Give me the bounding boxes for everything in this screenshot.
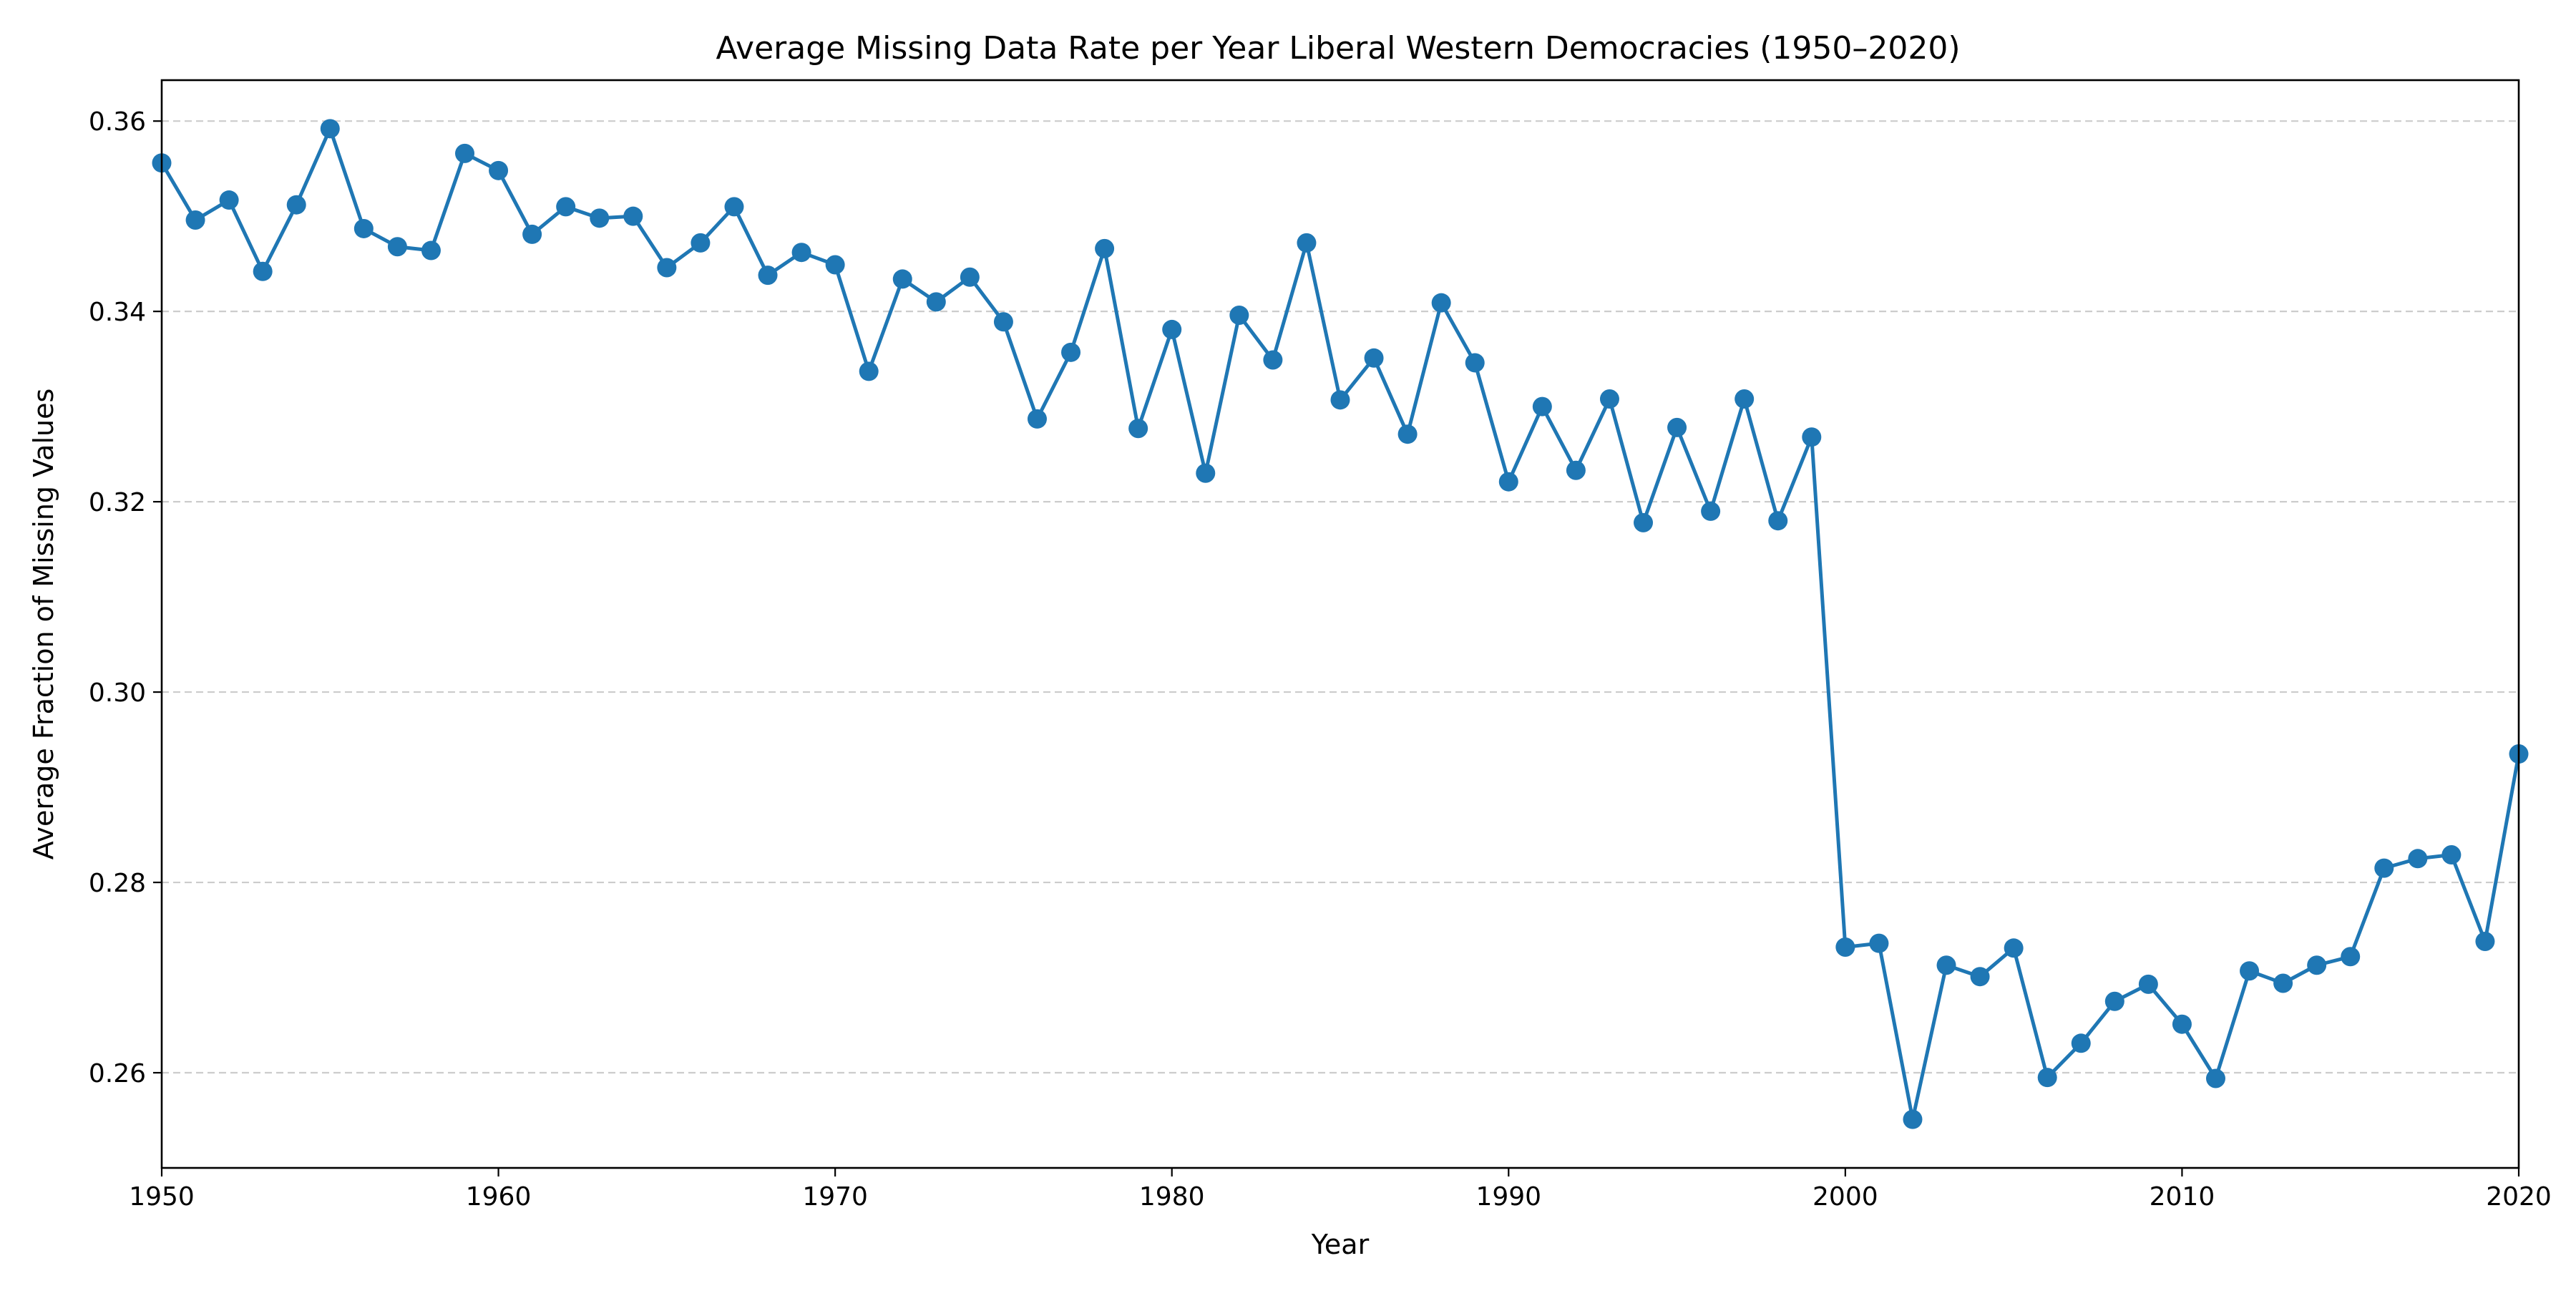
- data-point: [2004, 938, 2024, 958]
- data-point: [1229, 305, 1249, 325]
- data-point: [2374, 858, 2394, 878]
- x-axis-ticks: 1950 1960 1970 1980 1990 2000 2010 2020: [129, 1168, 2552, 1212]
- data-point: [1667, 417, 1687, 437]
- data-point: [1095, 238, 1115, 258]
- data-point: [926, 292, 946, 312]
- x-tick-label: 1990: [1475, 1182, 1541, 1212]
- data-point: [2441, 844, 2462, 864]
- plot-frame: [160, 79, 2520, 1169]
- data-point: [1970, 967, 1990, 987]
- data-point: [522, 224, 542, 244]
- data-point: [623, 206, 643, 226]
- data-point: [2138, 974, 2158, 994]
- x-tick-label: 1970: [802, 1182, 868, 1212]
- data-point: [825, 255, 845, 275]
- data-point: [455, 143, 475, 163]
- series-layer: [152, 119, 2529, 1129]
- data-point: [353, 218, 374, 238]
- data-point: [2037, 1068, 2057, 1088]
- data-point: [387, 237, 407, 257]
- x-tick-label: 1960: [466, 1182, 532, 1212]
- data-point: [2071, 1033, 2091, 1053]
- data-point: [791, 243, 811, 263]
- data-point: [1162, 319, 1182, 339]
- x-tick-label: 1950: [129, 1182, 195, 1212]
- y-tick-label: 0.32: [89, 488, 146, 517]
- data-point: [1297, 233, 1317, 253]
- data-point: [253, 261, 273, 281]
- data-point: [1196, 463, 1216, 483]
- data-point: [219, 190, 239, 210]
- y-tick-label: 0.30: [89, 678, 146, 708]
- data-point: [1263, 350, 1283, 370]
- data-point: [1061, 342, 1081, 362]
- data-point: [892, 269, 912, 289]
- x-tick-label: 1980: [1139, 1182, 1205, 1212]
- data-point: [590, 208, 610, 228]
- data-point: [2205, 1068, 2225, 1088]
- data-point: [2104, 991, 2124, 1011]
- data-point: [657, 258, 677, 278]
- data-point: [2475, 931, 2495, 951]
- data-point: [489, 160, 509, 180]
- data-point: [1397, 424, 1418, 444]
- data-point: [960, 267, 980, 287]
- data-point: [320, 119, 340, 139]
- data-point: [286, 195, 306, 215]
- data-point: [2172, 1014, 2192, 1034]
- data-point: [1869, 933, 1889, 953]
- y-tick-label: 0.36: [89, 107, 146, 137]
- data-point: [1027, 409, 1047, 429]
- data-point: [1735, 389, 1755, 409]
- data-point: [1802, 427, 1822, 447]
- data-point: [2408, 849, 2428, 869]
- y-tick-label: 0.28: [89, 869, 146, 898]
- data-point: [724, 197, 744, 217]
- chart-title: Average Missing Data Rate per Year Liber…: [716, 30, 1961, 67]
- data-point: [691, 233, 711, 253]
- data-point: [1128, 419, 1148, 439]
- data-point: [185, 210, 205, 230]
- data-point: [1599, 389, 1619, 409]
- data-point: [1768, 511, 1788, 531]
- y-axis-ticks: 0.26 0.28 0.30 0.32 0.34 0.36: [89, 107, 162, 1088]
- x-tick-label: 2000: [1813, 1182, 1878, 1212]
- data-point: [1498, 472, 1518, 492]
- data-point: [2307, 955, 2327, 975]
- data-point: [1566, 460, 1586, 480]
- data-point: [1330, 390, 1350, 410]
- data-point: [1634, 512, 1654, 532]
- data-point: [421, 240, 441, 260]
- x-tick-label: 2020: [2486, 1182, 2552, 1212]
- y-axis-label: Average Fraction of Missing Values: [28, 389, 59, 860]
- data-point: [2240, 961, 2260, 981]
- x-tick-label: 2010: [2150, 1182, 2215, 1212]
- gridlines: [162, 120, 2519, 1074]
- data-point: [1701, 501, 1721, 521]
- data-point: [556, 197, 576, 217]
- data-point: [2273, 973, 2293, 993]
- data-point: [1903, 1109, 1923, 1129]
- data-point: [1835, 937, 1855, 957]
- data-point: [993, 312, 1013, 332]
- data-point: [859, 361, 879, 381]
- data-point: [758, 265, 778, 286]
- x-axis-label: Year: [1311, 1229, 1370, 1260]
- data-point: [1364, 348, 1384, 368]
- data-point: [1936, 955, 1956, 975]
- data-point: [1465, 353, 1485, 373]
- y-tick-label: 0.34: [89, 298, 146, 327]
- data-point: [2341, 947, 2361, 967]
- data-point: [1431, 293, 1451, 313]
- data-point: [1532, 396, 1552, 416]
- y-tick-label: 0.26: [89, 1059, 146, 1088]
